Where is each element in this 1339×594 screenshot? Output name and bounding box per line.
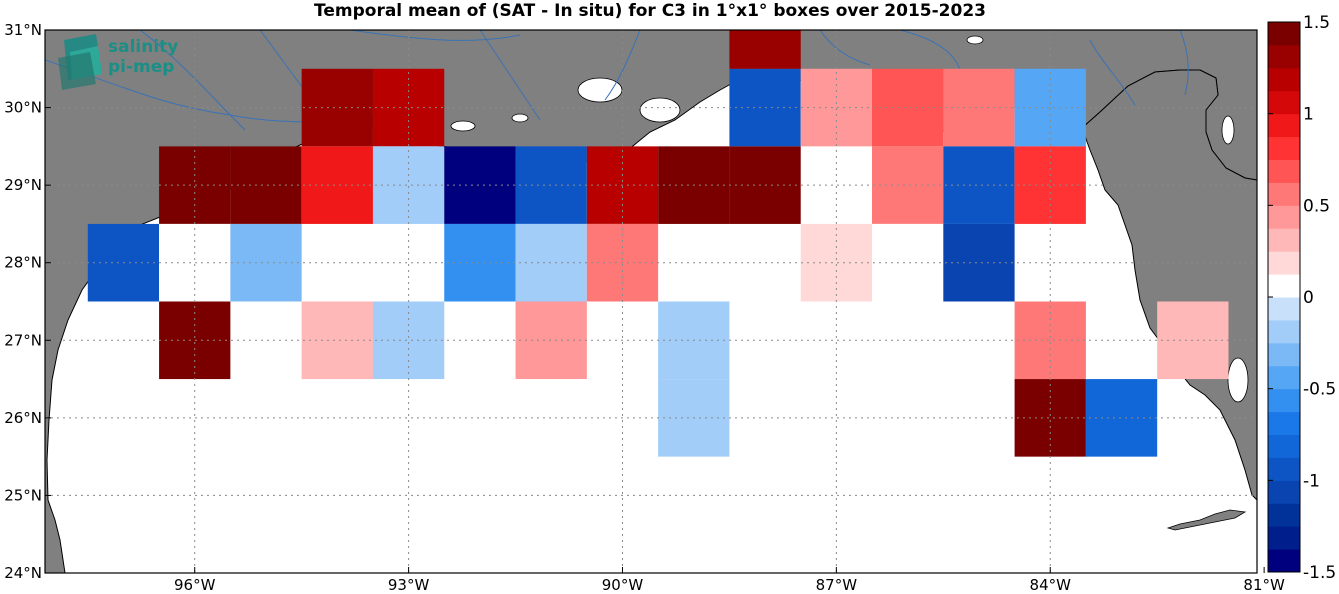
map-frame bbox=[44, 29, 1258, 574]
heatmap-cell bbox=[301, 68, 373, 147]
lon-tick-label: 81°W bbox=[1243, 576, 1285, 594]
lat-tick-label: 26°N bbox=[4, 409, 42, 427]
colorbar-swatch bbox=[1268, 113, 1300, 138]
logo-text-line1: salinity bbox=[108, 37, 178, 57]
colorbar bbox=[1268, 22, 1300, 573]
heatmap-cell bbox=[872, 146, 944, 224]
colorbar-swatch bbox=[1268, 297, 1300, 321]
colorbar-swatch bbox=[1268, 90, 1300, 115]
colorbar-swatch bbox=[1268, 136, 1300, 160]
heatmap-cell bbox=[372, 68, 445, 147]
lat-tick-label: 27°N bbox=[4, 331, 42, 349]
lat-tick-label: 31°N bbox=[4, 21, 42, 39]
heatmap-cell bbox=[1014, 68, 1086, 147]
colorbar-swatch bbox=[1268, 182, 1300, 206]
colorbar-swatch bbox=[1268, 480, 1300, 504]
lat-tick-label: 30°N bbox=[4, 99, 42, 117]
colorbar-tick-label: 0 bbox=[1303, 288, 1314, 308]
heatmap-cell bbox=[872, 223, 944, 302]
lat-tick-label: 24°N bbox=[4, 564, 42, 582]
salinity-pi-mep-logo: salinity pi-mep bbox=[58, 34, 178, 90]
heatmap-cell bbox=[729, 30, 801, 69]
lat-tick-label: 28°N bbox=[4, 254, 42, 272]
colorbar-swatch bbox=[1268, 549, 1300, 573]
colorbar-tick-label: 1 bbox=[1303, 105, 1314, 125]
heatmap-cell bbox=[872, 68, 944, 147]
grid-lines bbox=[45, 30, 1257, 573]
colorbar-swatch bbox=[1268, 365, 1300, 390]
heatmap-cell bbox=[444, 223, 516, 302]
heatmap-cell bbox=[301, 301, 373, 380]
lon-tick-label: 84°W bbox=[1030, 576, 1072, 594]
lon-tick-label: 87°W bbox=[816, 576, 858, 594]
heatmap-cell bbox=[230, 146, 302, 224]
colorbar-swatch bbox=[1268, 274, 1300, 298]
logo-text-line2: pi-mep bbox=[108, 57, 174, 77]
colorbar-swatch bbox=[1268, 159, 1300, 183]
logo-icon bbox=[58, 34, 102, 90]
heatmap-cell bbox=[943, 223, 1015, 302]
colorbar-swatch bbox=[1268, 411, 1300, 435]
lat-tick-label: 29°N bbox=[4, 176, 42, 194]
heatmap-cell bbox=[444, 146, 516, 224]
colorbar-swatch bbox=[1268, 526, 1300, 550]
map-title: Temporal mean of (SAT - In situ) for C3 … bbox=[314, 1, 986, 21]
colorbar-swatch bbox=[1268, 22, 1300, 46]
heatmap-cell bbox=[230, 223, 302, 302]
heatmap-cell bbox=[943, 68, 1015, 147]
lon-tick-label: 90°W bbox=[602, 576, 644, 594]
colorbar-ticks: 1.5 1 0.5 0 -0.5 -1 -1.5 bbox=[1268, 13, 1336, 583]
colorbar-swatch bbox=[1268, 228, 1300, 252]
colorbar-swatch bbox=[1268, 434, 1300, 458]
heatmap-cell bbox=[1085, 379, 1158, 457]
longitude-ticks: 96°W 93°W 90°W 87°W 84°W 81°W bbox=[174, 567, 1285, 594]
heatmap-cell bbox=[301, 146, 373, 224]
latitude-ticks: 24°N 25°N 26°N 27°N 28°N 29°N 30°N 31°N bbox=[4, 21, 51, 582]
lon-tick-label: 96°W bbox=[174, 576, 216, 594]
heatmap-cell bbox=[943, 146, 1015, 224]
colorbar-tick-label: -1.5 bbox=[1303, 563, 1336, 583]
lat-tick-label: 25°N bbox=[4, 486, 42, 504]
land-florida bbox=[1081, 69, 1257, 501]
colorbar-swatch bbox=[1268, 457, 1300, 481]
colorbar-swatch bbox=[1268, 44, 1300, 69]
colorbar-tick-label: -0.5 bbox=[1303, 380, 1336, 400]
colorbar-swatch bbox=[1268, 342, 1300, 367]
land-florida-keys bbox=[1166, 509, 1247, 531]
colorbar-swatch bbox=[1268, 251, 1300, 275]
colorbar-swatch bbox=[1268, 205, 1300, 229]
lon-tick-label: 93°W bbox=[388, 576, 430, 594]
colorbar-swatch bbox=[1268, 388, 1300, 413]
colorbar-tick-label: 0.5 bbox=[1303, 196, 1330, 216]
colorbar-swatch bbox=[1268, 67, 1300, 92]
colorbar-tick-label: 1.5 bbox=[1303, 13, 1330, 33]
colorbar-tick-label: -1 bbox=[1303, 471, 1320, 491]
colorbar-swatch bbox=[1268, 503, 1300, 527]
colorbar-swatch bbox=[1268, 319, 1300, 344]
